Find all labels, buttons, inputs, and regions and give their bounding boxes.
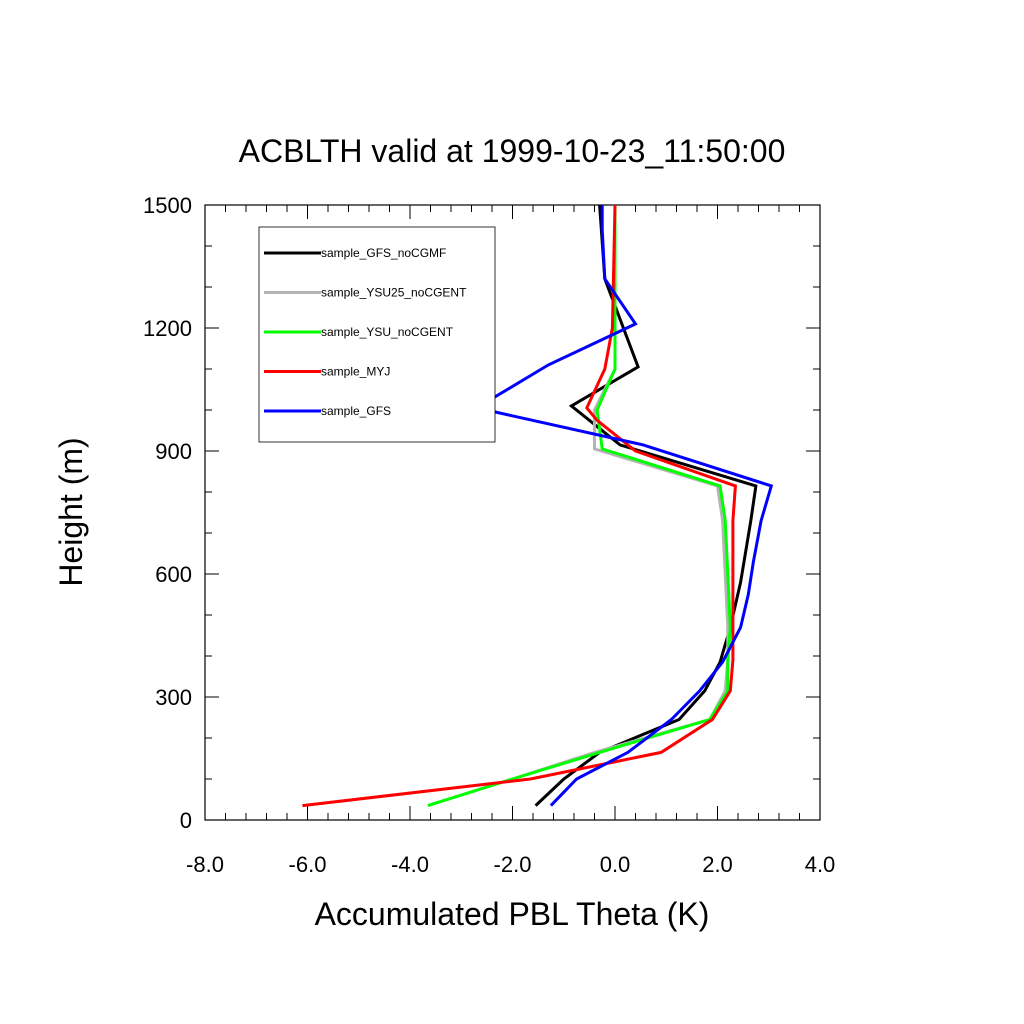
series-line-4 — [302, 204, 737, 808]
legend-entry-label: sample_MYJ — [321, 365, 390, 379]
legend-box — [258, 226, 496, 443]
y-tick-label: 600 — [155, 562, 192, 587]
x-tick-label: -6.0 — [289, 852, 327, 877]
y-tick-label: 1500 — [143, 193, 192, 218]
legend: sample_GFS_noCGMF sample_YSU25_noCGENTsam… — [258, 226, 496, 443]
series-line-1 — [534, 204, 758, 807]
x-tick-label: 4.0 — [805, 852, 836, 877]
x-tick-label: -8.0 — [186, 852, 224, 877]
plot-area: -8.0 -6.0 -4.0 -2.0 0.0 2.0 4.0 0 300 600 900 1200 1… — [143, 193, 835, 877]
legend-entry-label: sample_YSU25_noCGENT — [321, 286, 467, 300]
y-tick-label: 900 — [155, 439, 192, 464]
x-axis-label: Accumulated PBL Theta (K) — [315, 896, 710, 932]
x-tick-label: -4.0 — [391, 852, 429, 877]
y-axis-label: Height (m) — [53, 437, 89, 586]
x-tick-label: 0.0 — [600, 852, 631, 877]
series-line-3 — [427, 205, 732, 808]
y-tick-label: 300 — [155, 685, 192, 710]
legend-entry-label: sample_GFS — [321, 404, 391, 418]
legend-entry-label: sample_YSU_noCGENT — [321, 325, 454, 339]
series-line-5 — [472, 205, 774, 807]
chart-title: ACBLTH valid at 1999-10-23_11:50:00 — [239, 133, 786, 169]
y-tick-label: 0 — [180, 808, 192, 833]
y-tick-label: 1200 — [143, 316, 192, 341]
legend-entry-label: sample_GFS_noCGMF — [321, 246, 446, 260]
x-tick-label: -2.0 — [494, 852, 532, 877]
x-tick-label: 2.0 — [702, 852, 733, 877]
